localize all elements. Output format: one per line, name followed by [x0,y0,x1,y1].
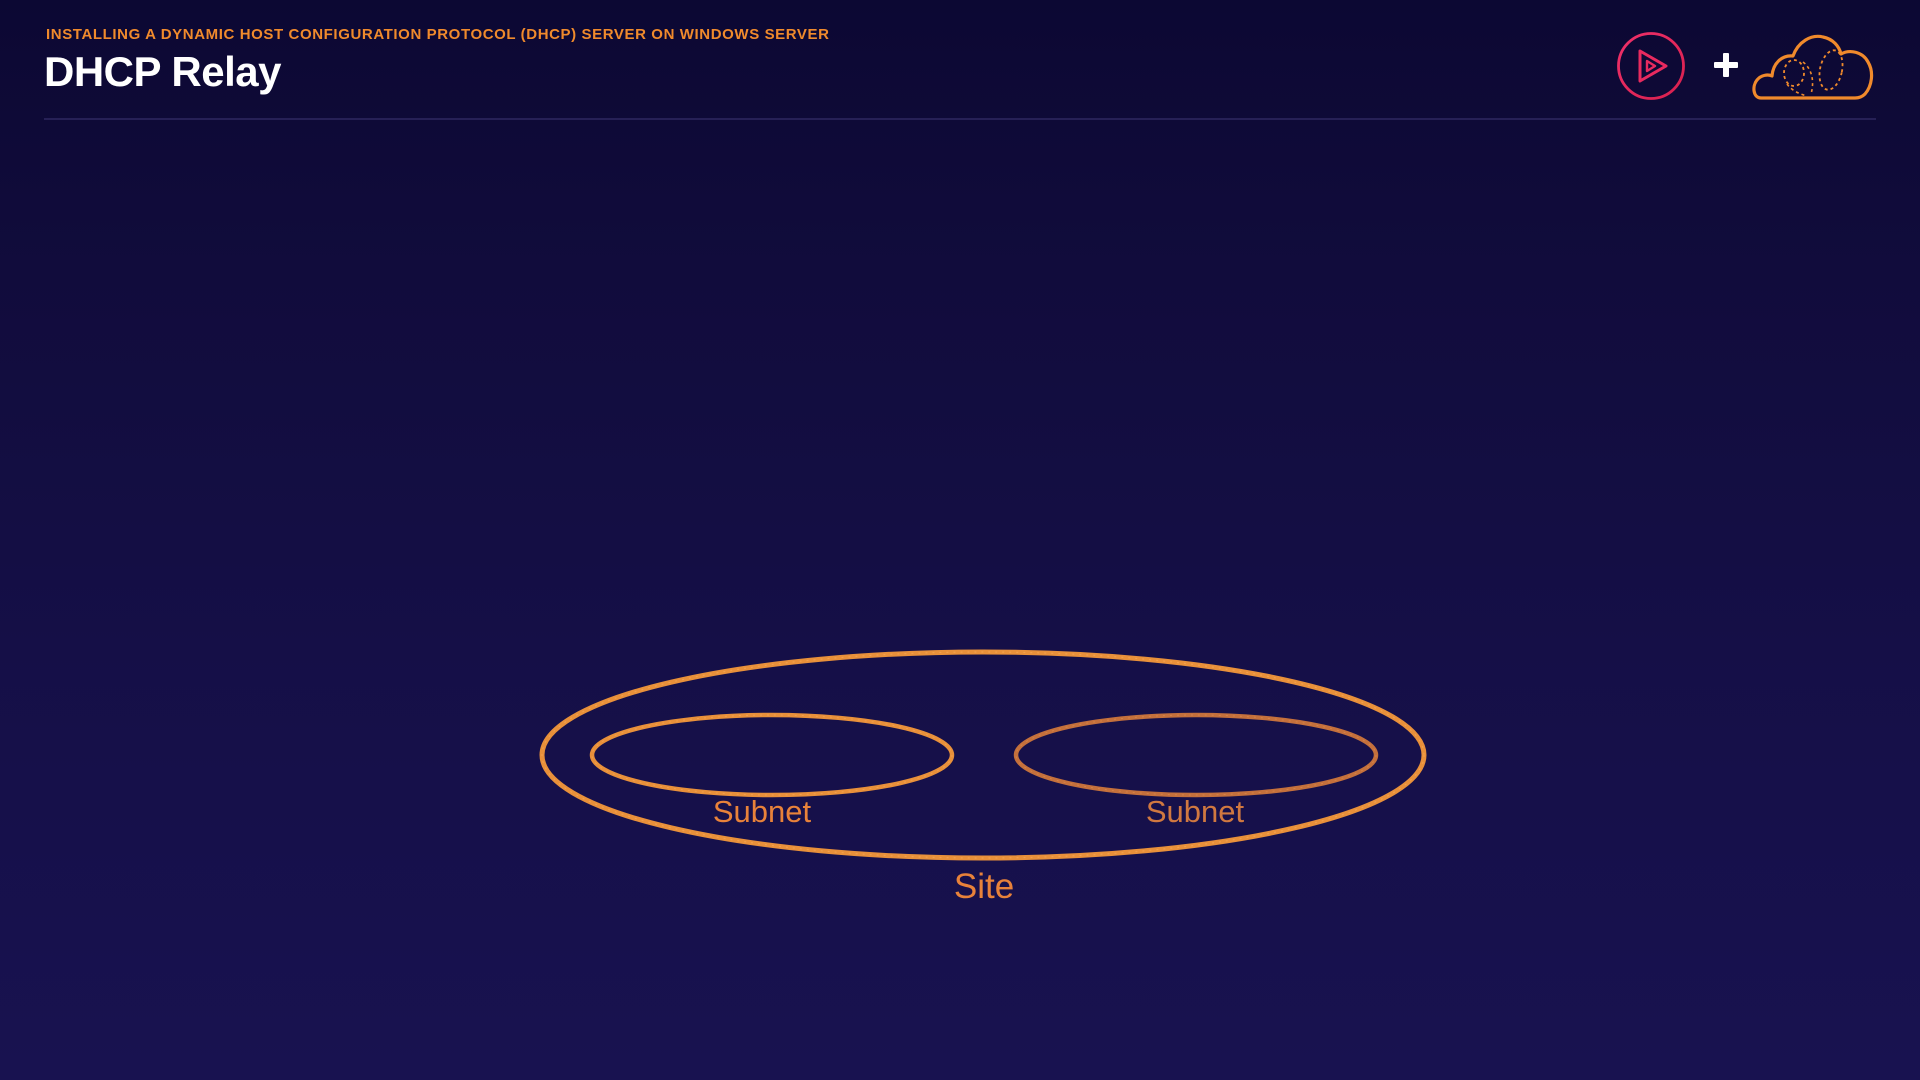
plus-icon [1714,53,1738,77]
site-label: Site [954,867,1014,906]
header-divider [44,118,1876,120]
subnet-ellipse-right [1013,712,1379,798]
slide-title: DHCP Relay [44,48,282,95]
site-ellipse [539,649,1427,861]
site-group: Site [539,649,1427,906]
course-title: INSTALLING A DYNAMIC HOST CONFIGURATION … [46,26,830,43]
subnet-ellipse-left [589,712,955,798]
subnet-group-left: Subnet [589,712,955,829]
subnet-group-right: Subnet [1013,712,1379,829]
cloud-guru-cloud-icon [1752,34,1874,100]
pluralsight-play-icon [1617,32,1685,100]
slide-header: INSTALLING A DYNAMIC HOST CONFIGURATION … [44,0,1876,120]
subnet-label-right: Subnet [1146,794,1245,829]
subnet-label-left: Subnet [713,794,812,829]
brand-logos [1616,28,1876,104]
